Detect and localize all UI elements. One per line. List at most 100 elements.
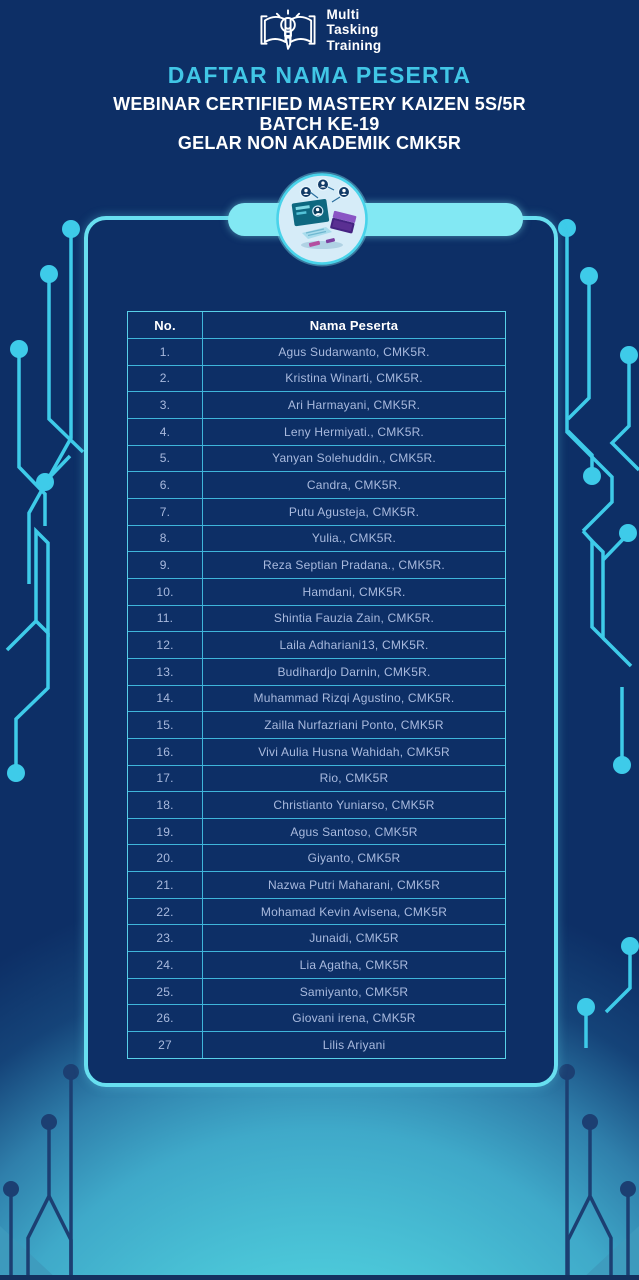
participant-number: 17. [128,765,203,792]
participant-number: 25. [128,978,203,1005]
table-row: 17. Rio, CMK5R [128,764,505,792]
participant-number: 3. [128,392,203,418]
table-row: 25. Samiyanto, CMK5R [128,977,505,1005]
subtitle-line-2: BATCH KE-19 [259,113,380,134]
table-row: 10. Hamdani, CMK5R. [128,577,505,605]
participant-name: Shintia Fauzia Zain, CMK5R. [273,611,435,626]
participant-name: Yulia., CMK5R. [311,531,397,546]
participant-name: Giovani irena, CMK5R [292,1011,416,1026]
participant-name: Ari Harmayani, CMK5R. [287,398,421,413]
participant-number: 8. [128,525,203,552]
table-row: 19. Agus Santoso, CMK5R [128,817,505,845]
table-row: 11. Shintia Fauzia Zain, CMK5R. [128,604,505,632]
content-frame [84,216,558,1087]
participant-name: Agus Sudarwanto, CMK5R. [278,344,430,359]
participant-number: 16. [128,738,203,765]
participant-number: 6. [128,472,203,498]
table-row: 22. Mohamad Kevin Avisena, CMK5R [128,897,505,925]
participant-name: Putu Agusteja, CMK5R. [288,504,420,519]
participant-name: Lia Agatha, CMK5R [299,957,409,972]
online-meeting-illustration [274,171,370,267]
table-row: 9. Reza Septian Pradana., CMK5R. [128,551,505,578]
participant-number: 10. [128,578,203,605]
column-header-nama: Nama Peserta [309,317,399,333]
table-row: 13. Budihardjo Darnin, CMK5R. [128,657,505,685]
participant-name: Kristina Winarti, CMK5R. [285,371,423,386]
book-lightbulb-logo-icon [260,9,316,50]
participant-number: 26. [128,1005,203,1032]
participant-name: Junaidi, CMK5R [309,931,399,946]
participant-number: 5. [128,445,203,472]
participant-number: 14. [128,685,203,712]
corner-wedge-right-icon [581,1226,639,1280]
participant-name: Reza Septian Pradana., CMK5R. [263,558,445,573]
participant-number: 12. [128,632,203,658]
participant-number: 13. [128,658,203,685]
subtitle-line-3: GELAR NON AKADEMIK CMK5R [177,133,462,153]
subtitle-line-1: WEBINAR CERTIFIED MASTERY KAIZEN 5S/5R [113,94,526,114]
table-row: 27 Lilis Ariyani [128,1031,505,1058]
table-row: 1. Agus Sudarwanto, CMK5R. [128,338,505,365]
participants-table: No. Nama Peserta 1. Agus Sudarwanto, CMK… [127,311,506,1059]
circuit-lines-right-icon [565,228,639,1048]
participant-name: Samiyanto, CMK5R [299,984,409,999]
participant-name: Yanyan Solehuddin., CMK5R. [272,451,436,466]
table-row: 5. Yanyan Solehuddin., CMK5R. [128,444,505,472]
participant-name: Zailla Nurfazriani Ponto, CMK5R [264,718,444,733]
table-row: 14. Muhammad Rizqi Agustino, CMK5R. [128,684,505,712]
participant-number: 21. [128,872,203,898]
participant-name: Muhammad Rizqi Agustino, CMK5R. [253,691,455,706]
participant-number: 27 [128,1032,203,1058]
participant-number: 24. [128,952,203,978]
participant-number: 4. [128,418,203,445]
participant-name: Laila Adhariani13, CMK5R. [279,638,429,653]
participant-name: Rio, CMK5R [319,771,389,786]
table-row: 24. Lia Agatha, CMK5R [128,951,505,978]
column-header-no: No. [128,312,203,338]
participant-name: Vivi Aulia Husna Wahidah, CMK5R [258,744,450,759]
page-title: DAFTAR NAMA PESERTA [167,62,472,88]
participant-name: Hamdani, CMK5R. [302,584,406,599]
participant-number: 18. [128,792,203,818]
participant-name: Budihardjo Darnin, CMK5R. [277,664,431,679]
participant-number: 1. [128,339,203,365]
bottom-edge-bar [0,1275,639,1280]
participant-number: 20. [128,845,203,872]
participant-name: Candra, CMK5R. [306,478,402,493]
participant-name: Christianto Yuniarso, CMK5R [273,797,435,812]
participant-name: Lilis Ariyani [322,1037,386,1052]
table-row: 21. Nazwa Putri Maharani, CMK5R [128,871,505,898]
participant-name: Agus Santoso, CMK5R [290,824,418,839]
table-header-row: No. Nama Peserta [128,312,505,338]
table-row: 20. Giyanto, CMK5R [128,844,505,872]
table-row: 12. Laila Adhariani13, CMK5R. [128,631,505,658]
table-row: 23. Junaidi, CMK5R [128,924,505,952]
table-row: 15. Zailla Nurfazriani Ponto, CMK5R [128,711,505,738]
participant-number: 7. [128,498,203,525]
circuit-lines-bottom-icon [9,1072,630,1280]
table-row: 7. Putu Agusteja, CMK5R. [128,497,505,525]
participant-number: 15. [128,712,203,738]
circuit-lines-left-icon [5,229,85,773]
participant-number: 23. [128,925,203,952]
table-row: 4. Leny Hermiyati., CMK5R. [128,417,505,445]
table-row: 2. Kristina Winarti, CMK5R. [128,364,505,392]
table-row: 3. Ari Harmayani, CMK5R. [128,391,505,418]
participant-name: Giyanto, CMK5R [307,851,401,866]
circuit-dots-left-icon [7,220,80,782]
participant-number: 9. [128,552,203,578]
table-row: 8. Yulia., CMK5R. [128,524,505,552]
page-subtitle: WEBINAR CERTIFIED MASTERY KAIZEN 5S/5R B… [0,94,639,154]
participant-number: 2. [128,365,203,392]
table-row: 16. Vivi Aulia Husna Wahidah, CMK5R [128,737,505,765]
table-row: 18. Christianto Yuniarso, CMK5R [128,791,505,818]
connector-bar [228,203,523,236]
participant-name: Nazwa Putri Maharani, CMK5R [267,877,441,892]
participant-number: 19. [128,818,203,845]
participant-name: Mohamad Kevin Avisena, CMK5R [260,904,448,919]
circuit-dots-right-icon [558,219,639,1016]
table-row: 26. Giovani irena, CMK5R [128,1004,505,1032]
participant-number: 22. [128,898,203,925]
corner-wedge-left-icon [0,1226,58,1280]
